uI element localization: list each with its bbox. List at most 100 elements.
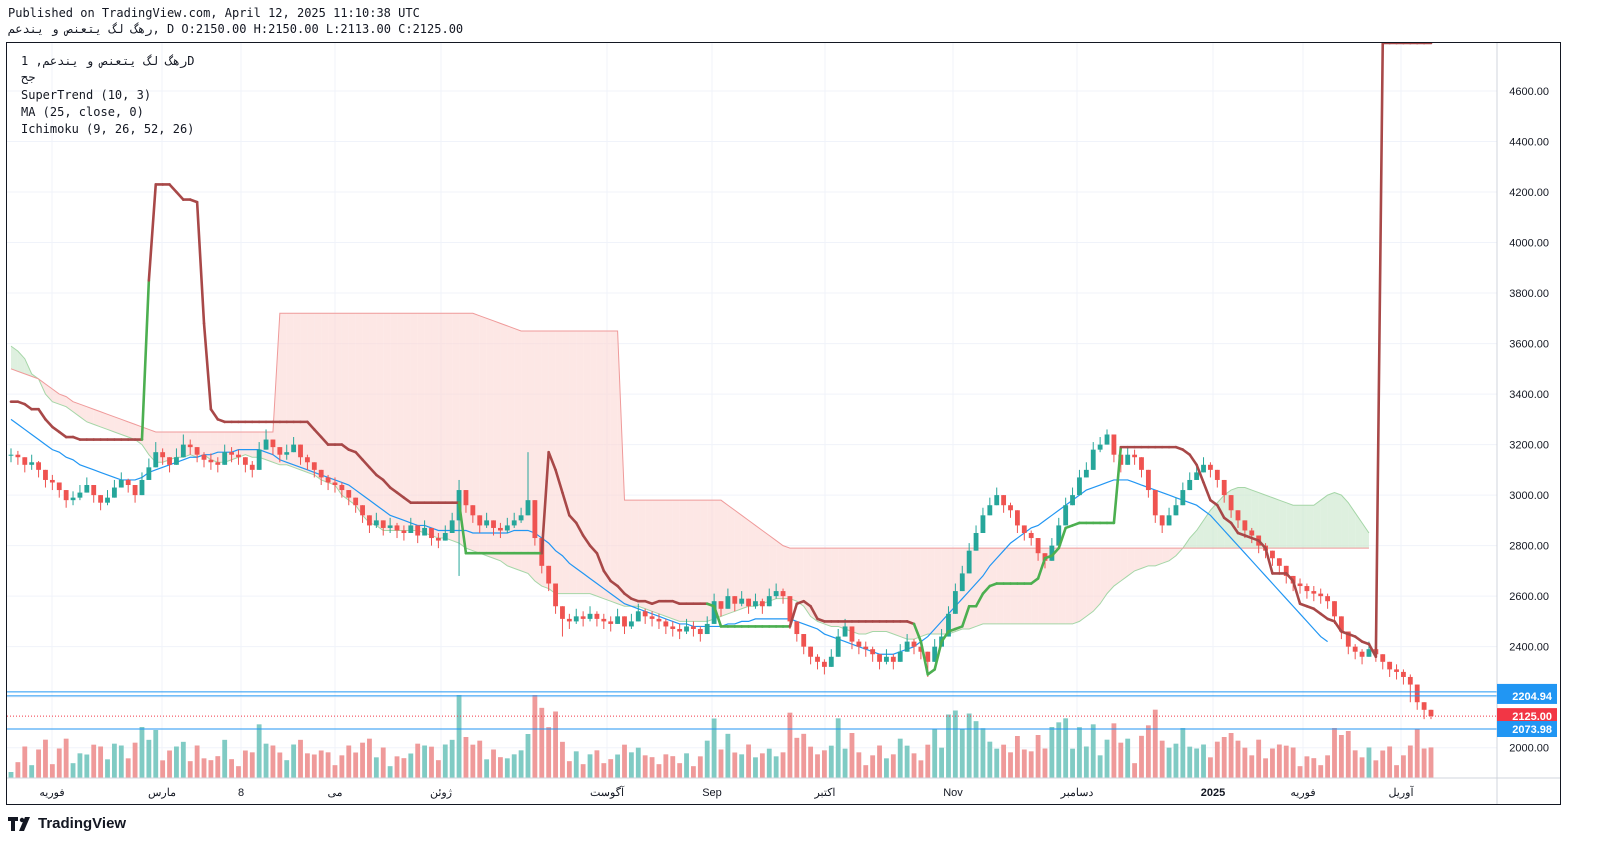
candle-body (360, 505, 365, 516)
candle-body (1008, 505, 1013, 511)
legend-ma[interactable]: MA (25, close, 0) (21, 105, 144, 119)
candle-body (828, 656, 834, 667)
volume-bars (8, 695, 1434, 778)
price-chart[interactable]: 2000.002200.002400.002600.002800.003000.… (7, 43, 1560, 804)
candle (387, 517, 393, 533)
volume-bar (435, 760, 441, 778)
candle-body (98, 495, 104, 503)
supertrend-segment (933, 640, 943, 671)
candle (594, 611, 600, 627)
cloud-segment (603, 330, 611, 602)
supertrend-segment (574, 521, 585, 537)
supertrend-segment (1036, 556, 1047, 580)
cloud-segment (383, 313, 391, 531)
cloud-segment (1141, 548, 1149, 569)
volume-bar (449, 739, 455, 778)
candle (897, 644, 903, 662)
cloud-segment (355, 313, 363, 516)
volume-bar (1139, 735, 1144, 778)
volume-bar (1194, 748, 1200, 778)
candle (284, 444, 290, 460)
candle (105, 490, 110, 506)
volume-bar (187, 761, 193, 778)
candle-body (8, 454, 14, 456)
volume-bar (766, 748, 772, 778)
cloud-segment (865, 548, 873, 635)
volume-bar (1159, 740, 1165, 778)
candle (815, 654, 820, 670)
volume-bar (208, 760, 214, 778)
candle-body (236, 454, 241, 458)
volume-bar (1338, 735, 1344, 778)
volume-bar (677, 763, 683, 778)
cloud-segment (486, 318, 494, 559)
candle (566, 613, 572, 629)
candle-body (815, 656, 820, 662)
volume-bar (1001, 744, 1007, 778)
volume-bar (491, 749, 496, 778)
candle (691, 621, 696, 637)
supertrend-segment (1202, 481, 1212, 502)
candle-body (1090, 449, 1096, 470)
cloud-segment (204, 431, 211, 460)
candle (677, 623, 683, 640)
candle-body (622, 616, 627, 627)
cloud-segment (321, 313, 329, 483)
candle (77, 485, 83, 501)
candle-body (311, 462, 317, 470)
candle (139, 472, 145, 496)
cloud-segment (941, 548, 949, 635)
candle-body (1014, 510, 1020, 526)
candle-body (718, 601, 724, 609)
candle (132, 485, 138, 503)
price-tag-label: 2073.98 (1512, 724, 1552, 736)
candle-body (263, 439, 269, 450)
candle (484, 512, 490, 528)
candle (1187, 472, 1193, 491)
cloud-segment (1134, 548, 1142, 571)
volume-bar (63, 738, 69, 778)
candle-body (91, 485, 97, 496)
candle (1173, 497, 1179, 516)
candle-body (1145, 469, 1151, 491)
cloud-segment (279, 313, 287, 465)
ichimoku-span-a (10, 345, 1370, 640)
cloud-segment (1196, 520, 1204, 549)
candle (635, 603, 641, 622)
candle (622, 616, 627, 635)
candle (877, 654, 882, 670)
volume-bar (146, 739, 152, 778)
candle-body (518, 515, 524, 521)
candle (532, 500, 538, 546)
supertrend-segment (616, 584, 626, 595)
cloud-segment (52, 389, 60, 405)
candle-body (787, 596, 793, 622)
chart-frame[interactable]: 2000.002200.002400.002600.002800.003000.… (6, 42, 1561, 805)
cloud-segment (238, 431, 246, 458)
candle (821, 659, 827, 675)
candle (704, 616, 710, 635)
volume-bar (808, 746, 814, 778)
candle-body (291, 444, 297, 453)
candle (463, 490, 469, 513)
volume-bar (256, 724, 262, 778)
cloud-segment (390, 313, 398, 531)
supertrend-segment (974, 592, 985, 608)
volume-bar (973, 721, 979, 778)
candle-body (946, 613, 951, 637)
volume-bar (1228, 733, 1234, 778)
cloud-segment (128, 421, 136, 440)
candle (987, 497, 993, 516)
candle-body (43, 469, 48, 480)
legend-ichimoku[interactable]: Ichimoku (9, 26, 52, 26) (21, 122, 195, 136)
volume-bar (718, 749, 724, 778)
cloud-segment (1313, 500, 1321, 549)
tradingview-footer[interactable]: TradingView (8, 815, 126, 832)
supertrend-segment (202, 322, 213, 411)
volume-bar (325, 752, 331, 778)
legend-supertrend[interactable]: SuperTrend (10, 3) (21, 88, 152, 102)
cloud-segment (734, 510, 742, 612)
supertrend-segment (340, 443, 351, 451)
candle-body (284, 452, 290, 455)
cloud-segment (1189, 530, 1197, 549)
